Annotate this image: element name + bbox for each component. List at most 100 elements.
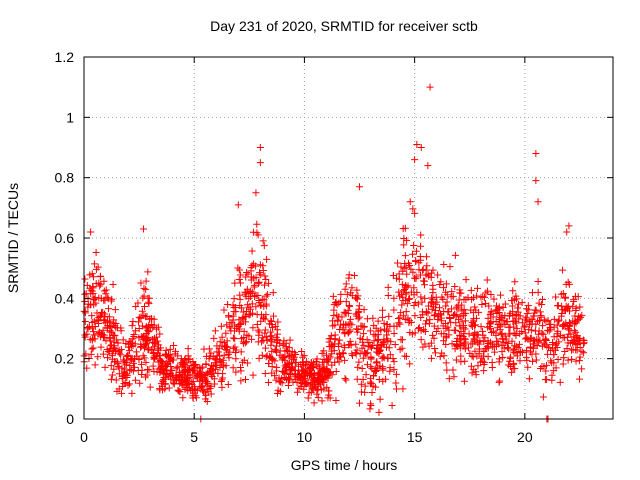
data-point [267,341,275,349]
data-point [440,284,448,292]
data-point [398,280,406,288]
data-point [148,321,156,329]
data-point [375,346,383,354]
data-point [495,358,503,366]
data-point [322,368,330,376]
data-point [487,319,495,327]
data-point [417,144,425,151]
data-point [575,375,583,383]
data-point [231,343,239,351]
data-point [554,355,562,363]
data-point [293,388,301,396]
data-point [89,344,97,352]
data-point [174,386,182,394]
data-point [395,275,403,283]
data-point [156,330,164,338]
tick-labels: 0 0.2 0.4 0.6 0.8 1 1.2 0 5 10 15 20 [55,49,533,445]
data-point [565,330,573,338]
data-point [142,358,150,366]
data-point [217,322,225,330]
data-point [361,388,369,396]
data-point [352,350,360,358]
data-point [138,360,146,368]
data-point [452,356,460,364]
data-point [165,384,173,392]
data-point [282,361,290,369]
data-point [257,301,265,309]
data-point [431,349,439,357]
data-point [110,365,118,373]
data-point [442,302,450,310]
data-point [572,340,580,348]
data-point [136,379,144,387]
data-point [374,364,382,372]
data-point [269,324,277,332]
data-point [219,374,227,382]
data-point [143,371,151,379]
data-point [560,320,568,328]
data-point [376,395,384,403]
data-point [538,342,546,350]
data-point [565,280,573,288]
data-point [144,298,152,306]
data-point [450,373,458,381]
data-point [108,323,116,331]
data-point [203,377,211,385]
data-point [241,290,249,298]
data-point [554,327,562,335]
data-point [314,385,322,393]
data-point [248,247,256,255]
data-point [533,342,541,350]
data-point [252,262,260,270]
data-point [430,322,438,330]
data-point [477,354,485,362]
data-point [563,322,571,330]
data-point [522,313,530,321]
data-point [251,293,259,301]
data-point [81,309,89,317]
data-point [348,321,356,329]
data-point [402,308,410,316]
data-point [138,370,146,378]
data-point [565,222,573,230]
data-point [361,382,369,390]
data-point [477,293,485,301]
data-point [539,330,547,338]
data-point [396,346,404,354]
data-point [326,394,334,402]
data-point [140,354,148,362]
data-point [532,356,540,364]
data-point [468,369,476,377]
data-point [552,293,560,301]
data-point [561,293,569,301]
data-point [236,291,244,299]
data-point [404,314,412,322]
data-point [410,302,418,310]
data-point [411,312,419,320]
data-point [396,320,404,328]
y-tick-label: 0.8 [55,170,75,186]
data-point [210,334,218,342]
data-point [562,302,570,310]
data-point [474,284,481,292]
data-point [107,362,115,370]
data-point [514,304,522,312]
data-point [563,228,571,236]
data-point [410,242,418,250]
data-point [545,327,553,335]
data-point [331,321,339,329]
data-point [537,312,545,320]
data-point [255,354,263,362]
data-point [332,367,340,375]
data-point [472,314,480,322]
data-point [218,383,226,391]
data-point [230,344,238,352]
data-point [509,287,517,295]
data-point [329,292,337,300]
data-point [474,362,482,370]
data-point [343,290,351,298]
data-point [261,272,269,280]
data-point [509,308,517,316]
data-point [302,358,310,366]
data-point [91,361,99,369]
